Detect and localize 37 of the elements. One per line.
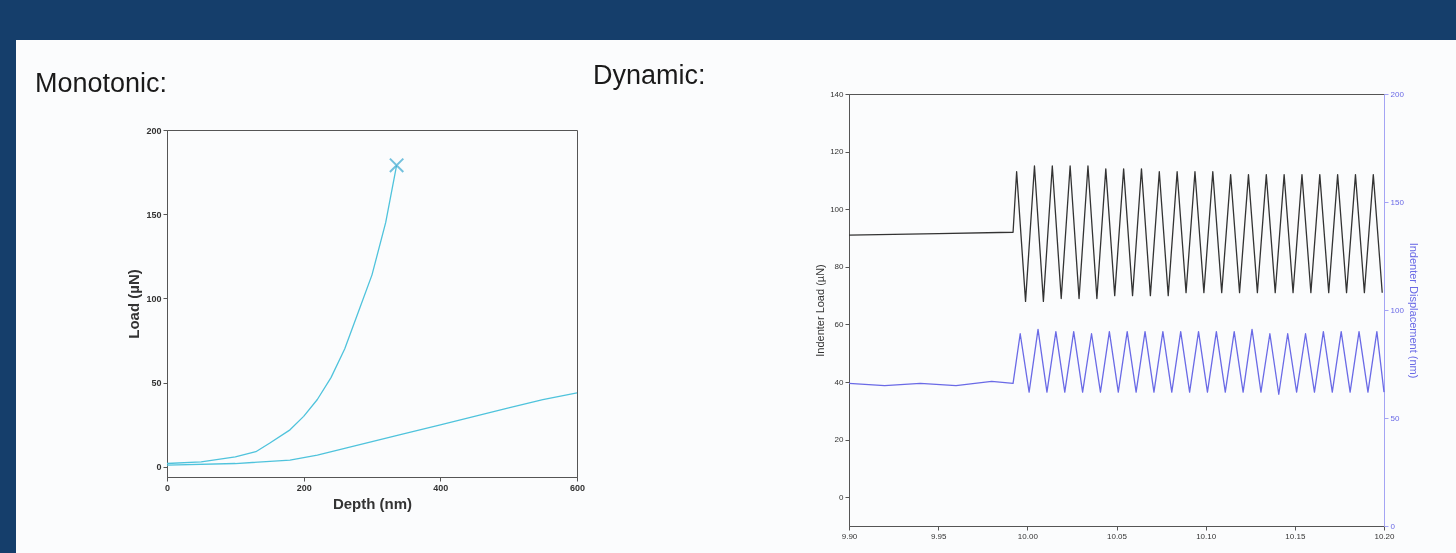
y-tick-label: 100 — [146, 293, 162, 304]
y-tick-label: 150 — [146, 209, 162, 220]
y2-tick-label: 0 — [1390, 521, 1396, 531]
y2-tick-label: 50 — [1390, 413, 1400, 423]
x-tick-label: 400 — [433, 482, 449, 493]
x-tick-label: 10.10 — [1196, 531, 1217, 541]
x-tick-label: 200 — [296, 482, 312, 493]
chart-title: Dynamic: — [593, 60, 706, 90]
y-tick-label: 20 — [834, 435, 845, 445]
y-tick-label: 120 — [830, 147, 845, 157]
y-tick-label: 50 — [151, 378, 162, 389]
chart-title: Monotonic: — [35, 68, 168, 98]
y-tick-label: 0 — [839, 492, 845, 502]
y-tick-label: 200 — [146, 125, 162, 136]
x-tick-label: 10.05 — [1106, 531, 1128, 541]
x-tick-label: 10.00 — [1017, 531, 1039, 541]
y-axis-title: Indenter Load (µN) — [814, 264, 827, 357]
y-tick-label: 100 — [830, 204, 845, 214]
y-tick-label: 80 — [834, 262, 845, 272]
x-tick-label: 9.95 — [930, 531, 947, 541]
y2-tick-label: 100 — [1390, 305, 1405, 315]
x-tick-label: 9.90 — [841, 531, 858, 541]
line-series — [848, 328, 1385, 395]
x-tick-label: 10.15 — [1285, 531, 1306, 541]
x-tick-label: 0 — [164, 482, 171, 493]
x-tick-label: 600 — [569, 482, 586, 493]
y-tick-label: 0 — [156, 462, 162, 473]
y2-axis-title: Indenter Displacement (nm) — [1407, 242, 1420, 379]
y-axis-title: Load (µN) — [125, 269, 143, 339]
y-tick-label: 140 — [830, 89, 845, 99]
x-tick-label: 10.20 — [1374, 531, 1396, 541]
y-tick-label: 40 — [834, 377, 845, 387]
y-tick-label: 60 — [834, 319, 845, 329]
y2-tick-label: 200 — [1390, 89, 1405, 99]
y2-tick-label: 150 — [1390, 197, 1405, 207]
line-series — [848, 165, 1383, 303]
x-axis-title: Depth (nm) — [332, 494, 413, 512]
